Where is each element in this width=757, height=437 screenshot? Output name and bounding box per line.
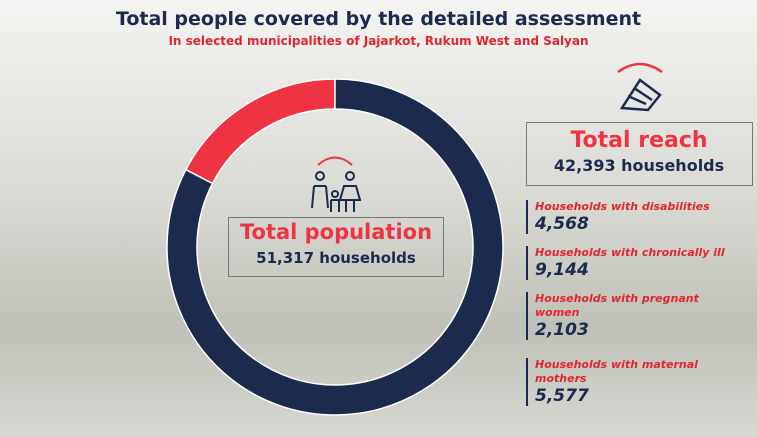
population-box — [228, 217, 444, 277]
group-item: Households with maternal mothers 5,577 — [526, 358, 750, 406]
group-value: 5,577 — [535, 386, 589, 406]
reach-box — [526, 122, 753, 186]
title: Total people covered by the detailed ass… — [115, 8, 642, 30]
group-item: Households with disabilities 4,568 — [526, 200, 750, 234]
donut-segment — [184, 78, 336, 185]
donut-segment — [166, 78, 504, 416]
group-label: Households with maternal mothers — [535, 358, 698, 385]
group-item: Households with pregnant women 2,103 — [526, 292, 750, 340]
handshake-icon — [617, 62, 663, 112]
reach-label: Total reach — [570, 128, 708, 153]
group-value: 4,568 — [535, 214, 589, 234]
population-label: Total population — [239, 220, 433, 244]
group-label: Households with pregnant women — [535, 292, 699, 319]
population-value: 51,317 households — [256, 249, 416, 267]
subtitle: In selected municipalities of Jajarkot, … — [168, 34, 589, 48]
family-icon — [311, 156, 362, 212]
group-label: Households with disabilities — [535, 200, 710, 213]
group-label: Households with chronically ill — [535, 246, 725, 259]
group-value: 2,103 — [535, 320, 589, 340]
group-value: 9,144 — [535, 260, 589, 280]
group-item: Households with chronically ill 9,144 — [526, 246, 750, 280]
reach-value: 42,393 households — [553, 156, 725, 175]
